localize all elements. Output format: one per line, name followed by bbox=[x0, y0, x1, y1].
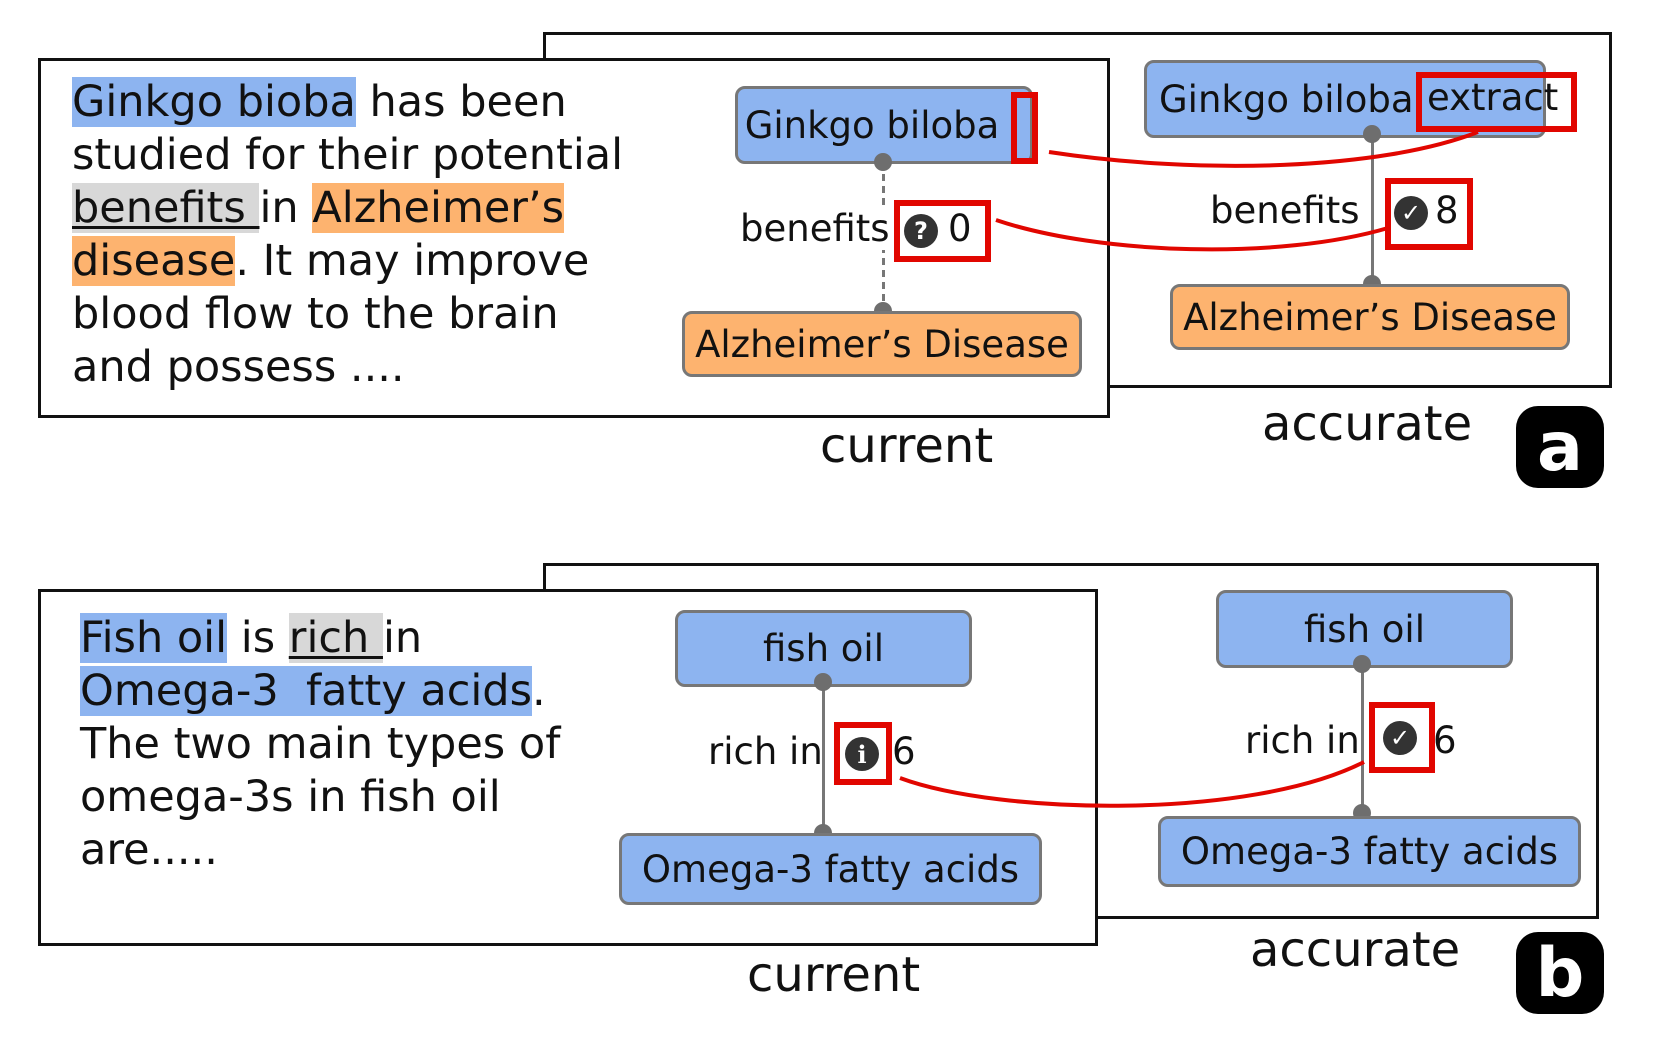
accurate-status-highlight bbox=[1369, 702, 1435, 773]
accurate-caption: accurate bbox=[1262, 396, 1473, 452]
added-token: extract bbox=[1427, 76, 1559, 119]
link-token-a bbox=[1048, 130, 1479, 168]
evidence-count: 6 bbox=[1433, 719, 1457, 762]
relation-highlight: benefits bbox=[72, 183, 260, 233]
current-source-node[interactable]: Ginkgo biloba bbox=[735, 86, 1033, 164]
current-edge bbox=[822, 682, 825, 834]
relation-highlight: rich bbox=[288, 613, 383, 663]
edge-endpoint bbox=[874, 153, 892, 171]
current-caption: current bbox=[747, 947, 921, 1003]
evidence-count: 0 bbox=[948, 207, 972, 250]
passage-b: Fish oil is rich in Omega-3 fatty acids.… bbox=[80, 613, 561, 875]
accurate-relation-label: rich in bbox=[1245, 719, 1360, 762]
panel-label-b: b bbox=[1516, 932, 1604, 1014]
accurate-relation-label: benefits bbox=[1210, 189, 1360, 232]
check-icon[interactable]: ✓ bbox=[1394, 196, 1428, 230]
accurate-target-node[interactable]: Omega-3 fatty acids bbox=[1158, 816, 1581, 887]
question-icon[interactable]: ? bbox=[904, 214, 938, 248]
accurate-edge bbox=[1371, 133, 1374, 285]
current-status-highlight bbox=[894, 200, 991, 262]
accurate-source-node[interactable]: Ginkgo biloba bbox=[1144, 60, 1546, 138]
entity-highlight: Ginkgo bioba bbox=[72, 77, 356, 127]
accurate-status-highlight bbox=[1385, 178, 1473, 250]
current-relation-label: rich in bbox=[708, 730, 823, 773]
current-target-node[interactable]: Omega-3 fatty acids bbox=[619, 833, 1042, 905]
missing-token-highlight bbox=[1011, 92, 1038, 164]
edge-endpoint bbox=[814, 673, 832, 691]
edge-endpoint bbox=[1353, 655, 1371, 673]
added-token-highlight bbox=[1416, 72, 1577, 132]
panel-label-a: a bbox=[1516, 406, 1604, 488]
link-status-a bbox=[995, 218, 1389, 252]
info-icon[interactable]: i bbox=[845, 737, 879, 771]
evidence-count: 8 bbox=[1435, 189, 1459, 232]
entity-highlight: Fish oil bbox=[80, 613, 228, 663]
current-caption: current bbox=[820, 418, 994, 474]
passage-a: Ginkgo bioba has been studied for their … bbox=[72, 77, 624, 392]
link-status-b bbox=[899, 760, 1365, 808]
entity-highlight: Alzheimer’s bbox=[312, 183, 565, 233]
accurate-edge bbox=[1361, 664, 1364, 814]
current-relation-label: benefits bbox=[740, 207, 892, 250]
current-status-highlight bbox=[834, 722, 892, 785]
current-target-node[interactable]: Alzheimer’s Disease bbox=[682, 311, 1082, 377]
entity-highlight: disease bbox=[72, 236, 236, 286]
evidence-count: 6 bbox=[892, 730, 916, 773]
edge-endpoint bbox=[1363, 125, 1381, 143]
accurate-target-node[interactable]: Alzheimer’s Disease bbox=[1170, 284, 1570, 350]
check-icon[interactable]: ✓ bbox=[1383, 721, 1417, 755]
accurate-caption: accurate bbox=[1250, 922, 1461, 978]
entity-highlight: Omega-3 fatty acids bbox=[80, 666, 533, 716]
